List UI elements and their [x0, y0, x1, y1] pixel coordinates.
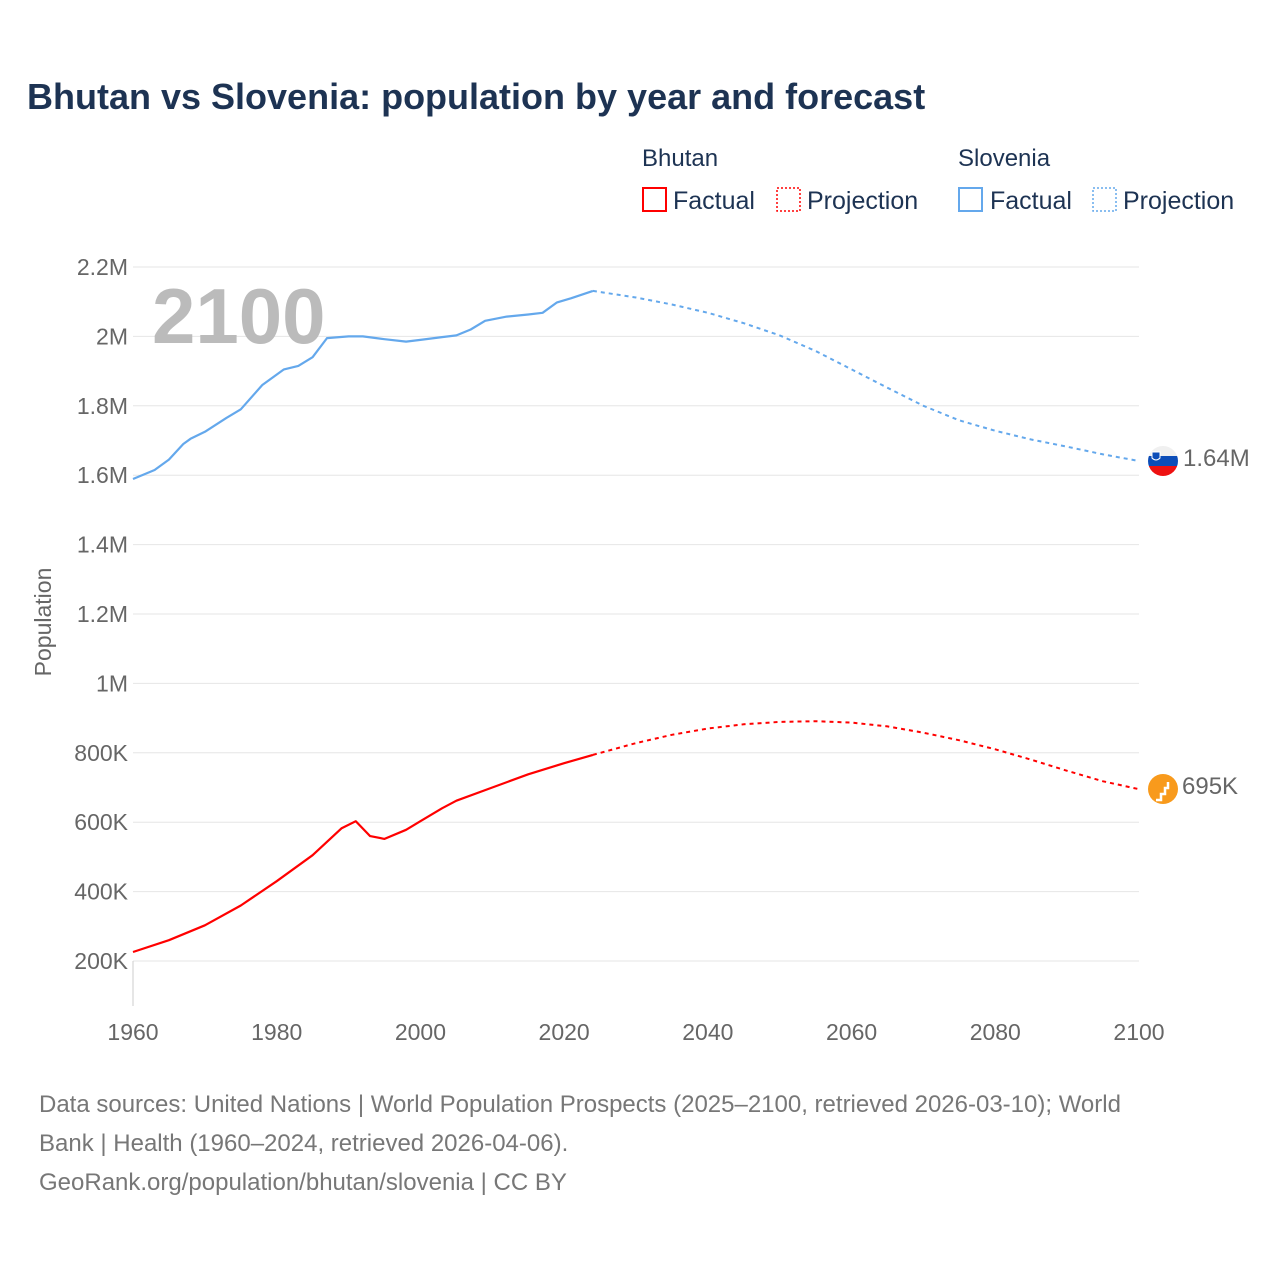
y-tick-label: 800K — [74, 740, 128, 766]
y-tick-label: 1.2M — [77, 601, 128, 627]
y-tick-label: 600K — [74, 809, 128, 835]
legend-group-bhutan: Bhutan — [642, 145, 718, 172]
source-line-1: Data sources: United Nations | World Pop… — [39, 1091, 1121, 1118]
x-tick-label: 1980 — [251, 1019, 302, 1045]
source-link[interactable]: GeoRank.org/population/bhutan/slovenia |… — [39, 1169, 567, 1196]
legend-slovenia-projection[interactable]: Projection — [1123, 187, 1234, 215]
bhutan-end-label: 695K — [1182, 773, 1238, 800]
y-tick-label: 2.2M — [77, 254, 128, 280]
y-axis: 200K 400K 600K 800K 1M 1.2M 1.4M 1.6M 1.8M 2M 2.2M — [74, 254, 128, 974]
y-tick-label: 1.6M — [77, 462, 128, 488]
y-tick-label: 1.8M — [77, 393, 128, 419]
x-tick-label: 1960 — [107, 1019, 158, 1045]
y-tick-label: 2M — [96, 323, 128, 349]
bhutan-factual-line — [132, 753, 594, 954]
y-tick-label: 1.4M — [77, 532, 128, 558]
legend-swatch-bhutan-projection[interactable] — [776, 187, 801, 212]
x-axis: 1960 1980 2000 2020 2040 2060 2080 2100 — [107, 961, 1165, 1045]
legend-group-slovenia: Slovenia — [958, 145, 1051, 172]
x-tick-label: 2020 — [539, 1019, 590, 1045]
chart-title: Bhutan vs Slovenia: population by year a… — [27, 76, 925, 117]
legend-slovenia-factual[interactable]: Factual — [990, 187, 1072, 215]
x-tick-label: 2040 — [682, 1019, 733, 1045]
legend-swatch-slovenia-projection[interactable] — [1092, 187, 1117, 212]
y-tick-label: 200K — [74, 948, 128, 974]
series-lines — [132, 289, 1140, 954]
y-tick-label: 1M — [96, 670, 128, 696]
y-axis-label: Population — [30, 568, 56, 677]
bhutan-projection-line — [592, 720, 1140, 791]
legend-swatch-slovenia-factual[interactable] — [958, 187, 983, 212]
year-display: 2100 — [152, 272, 326, 360]
slovenia-flag-icon — [1148, 446, 1178, 476]
x-tick-label: 2100 — [1113, 1019, 1164, 1045]
legend-swatch-bhutan-factual[interactable] — [642, 187, 667, 212]
x-tick-label: 2080 — [970, 1019, 1021, 1045]
legend-bhutan-projection[interactable]: Projection — [807, 187, 918, 215]
x-tick-label: 2000 — [395, 1019, 446, 1045]
bhutan-flag-icon — [1148, 774, 1178, 804]
slovenia-factual-line — [132, 289, 594, 481]
slovenia-projection-line — [592, 289, 1140, 462]
y-tick-label: 400K — [74, 879, 128, 905]
source-line-2: Bank | Health (1960–2024, retrieved 2026… — [39, 1130, 568, 1157]
legend: Bhutan Factual Projection Slovenia Factu… — [642, 145, 1234, 215]
gridlines — [133, 266, 1139, 962]
x-tick-label: 2060 — [826, 1019, 877, 1045]
legend-bhutan-factual[interactable]: Factual — [673, 187, 755, 215]
slovenia-end-label: 1.64M — [1183, 445, 1250, 472]
